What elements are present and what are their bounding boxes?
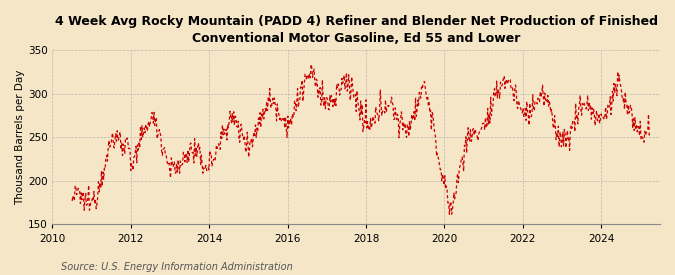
Y-axis label: Thousand Barrels per Day: Thousand Barrels per Day (15, 70, 25, 205)
Text: Source: U.S. Energy Information Administration: Source: U.S. Energy Information Administ… (61, 262, 292, 272)
Title: 4 Week Avg Rocky Mountain (PADD 4) Refiner and Blender Net Production of Finishe: 4 Week Avg Rocky Mountain (PADD 4) Refin… (55, 15, 657, 45)
